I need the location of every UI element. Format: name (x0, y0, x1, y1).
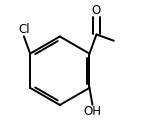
Text: O: O (92, 4, 101, 17)
Text: Cl: Cl (18, 23, 30, 36)
Text: OH: OH (84, 105, 101, 118)
